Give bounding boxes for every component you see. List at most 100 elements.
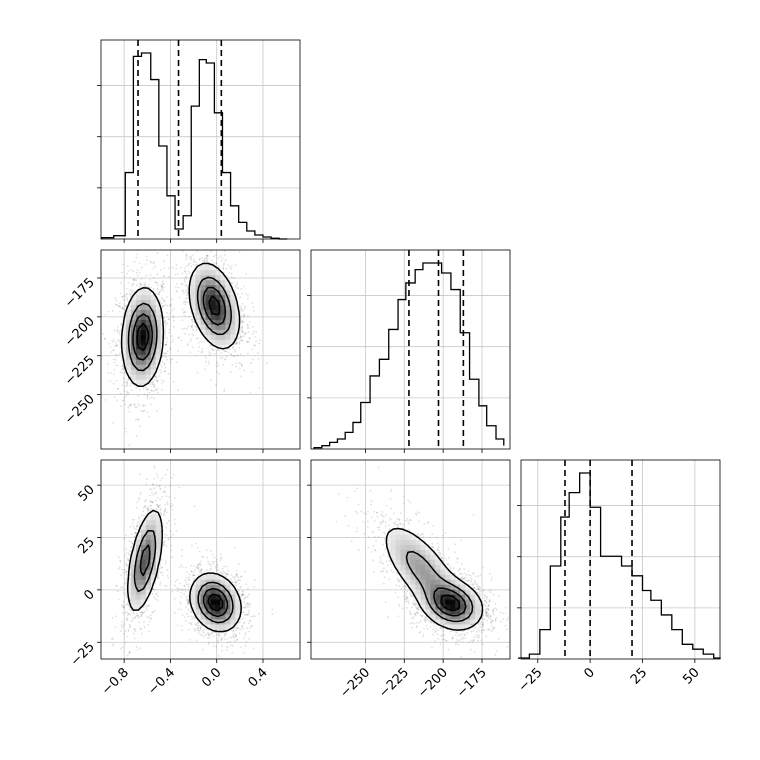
scatter-point bbox=[133, 535, 136, 538]
scatter-point bbox=[121, 569, 124, 571]
scatter-point bbox=[164, 370, 167, 372]
scatter-point bbox=[160, 382, 163, 384]
scatter-point bbox=[160, 296, 163, 299]
scatter-point bbox=[178, 296, 181, 299]
scatter-point bbox=[207, 637, 210, 640]
scatter-point bbox=[186, 301, 189, 304]
scatter-point bbox=[116, 330, 119, 333]
density-cell bbox=[225, 319, 231, 325]
scatter-point bbox=[184, 579, 187, 582]
scatter-point bbox=[169, 361, 172, 364]
scatter-point bbox=[133, 531, 136, 534]
density-cell bbox=[150, 324, 157, 330]
scatter-point bbox=[227, 569, 229, 572]
scatter-point bbox=[220, 629, 223, 631]
scatter-point bbox=[232, 635, 235, 638]
scatter-point bbox=[165, 296, 168, 298]
scatter-point bbox=[169, 312, 171, 315]
scatter-point bbox=[189, 615, 192, 618]
scatter-point bbox=[240, 593, 243, 596]
scatter-point bbox=[156, 287, 159, 290]
scatter-point bbox=[161, 285, 164, 287]
density-cell bbox=[150, 349, 157, 355]
density-cell bbox=[140, 344, 147, 350]
scatter-point bbox=[198, 571, 201, 574]
scatter-point bbox=[197, 350, 200, 353]
scatter-point bbox=[124, 641, 127, 644]
scatter-point bbox=[247, 587, 249, 590]
scatter-point bbox=[120, 624, 123, 626]
scatter-point bbox=[232, 632, 235, 635]
scatter-point bbox=[119, 343, 122, 346]
scatter-point bbox=[158, 485, 161, 488]
scatter-point bbox=[242, 316, 245, 318]
scatter-point bbox=[128, 604, 130, 607]
scatter-point bbox=[239, 586, 242, 589]
scatter-point bbox=[156, 380, 159, 383]
scatter-point bbox=[129, 293, 132, 295]
scatter-point bbox=[159, 584, 162, 587]
scatter-point bbox=[237, 589, 240, 591]
scatter-point bbox=[137, 521, 139, 524]
scatter-point bbox=[183, 310, 186, 313]
scatter-point bbox=[112, 349, 115, 351]
scatter-point bbox=[254, 579, 256, 582]
scatter-point bbox=[240, 585, 242, 588]
scatter-point bbox=[243, 335, 245, 338]
scatter-point bbox=[222, 629, 225, 632]
scatter-point bbox=[126, 299, 129, 301]
scatter-point bbox=[191, 318, 194, 321]
density-cell bbox=[155, 304, 161, 310]
scatter-point bbox=[152, 262, 155, 264]
scatter-point bbox=[123, 390, 126, 392]
scatter-point bbox=[107, 310, 110, 313]
scatter-point bbox=[121, 307, 124, 310]
scatter-point bbox=[127, 612, 130, 615]
density-cell bbox=[140, 374, 147, 380]
density-cell bbox=[190, 274, 196, 281]
y-tick-label: −200 bbox=[62, 314, 98, 350]
scatter-point bbox=[182, 230, 184, 232]
scatter-point bbox=[241, 331, 244, 333]
scatter-point bbox=[131, 542, 134, 545]
scatter-point bbox=[165, 526, 168, 529]
scatter-point bbox=[203, 628, 206, 631]
scatter-point bbox=[150, 617, 153, 620]
scatter-point bbox=[204, 354, 207, 357]
scatter-point bbox=[129, 384, 132, 387]
density-cell bbox=[200, 319, 206, 325]
scatter-point bbox=[125, 562, 127, 565]
scatter-point bbox=[159, 504, 161, 507]
scatter-point bbox=[131, 289, 134, 291]
scatter-point bbox=[191, 327, 194, 329]
scatter-point bbox=[187, 578, 190, 581]
scatter-point bbox=[176, 283, 179, 285]
scatter-point bbox=[240, 363, 243, 365]
scatter-point bbox=[136, 274, 139, 277]
scatter-point bbox=[215, 254, 217, 256]
scatter-point bbox=[148, 283, 151, 286]
scatter-point bbox=[222, 363, 225, 366]
scatter-point bbox=[126, 272, 129, 275]
scatter-point bbox=[175, 235, 177, 237]
scatter-point bbox=[210, 378, 213, 381]
density-cell bbox=[125, 319, 132, 325]
scatter-point bbox=[209, 660, 211, 662]
scatter-point bbox=[184, 276, 187, 279]
scatter-point bbox=[129, 293, 132, 296]
scatter-point bbox=[161, 388, 163, 391]
density-cell bbox=[210, 324, 216, 330]
scatter-point bbox=[241, 625, 243, 627]
scatter-point bbox=[212, 645, 215, 647]
scatter-point bbox=[194, 261, 197, 264]
scatter-point bbox=[149, 507, 152, 510]
density-cell bbox=[140, 304, 147, 310]
scatter-point bbox=[236, 342, 238, 345]
scatter-point bbox=[171, 408, 173, 411]
density-cell bbox=[135, 354, 142, 360]
density-cell bbox=[130, 354, 137, 360]
scatter-point bbox=[151, 501, 154, 504]
scatter-point bbox=[140, 410, 143, 412]
scatter-point bbox=[153, 384, 156, 387]
density-cell bbox=[190, 284, 196, 291]
